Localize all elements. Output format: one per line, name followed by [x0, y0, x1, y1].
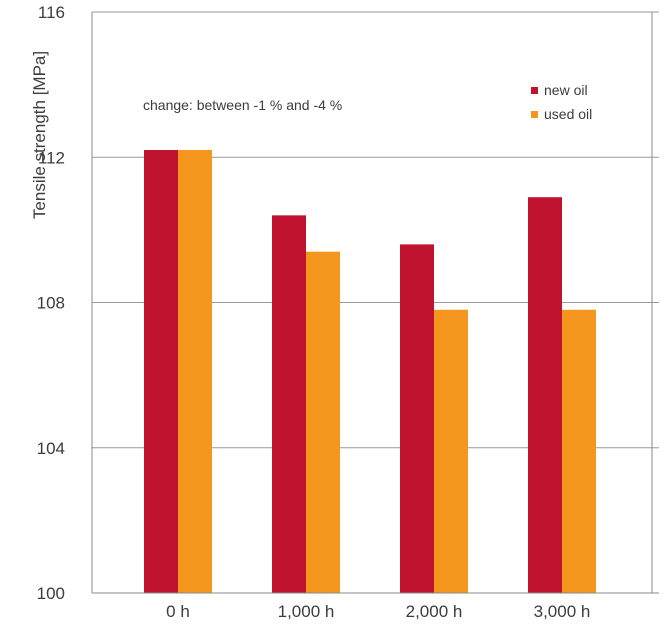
y-tick-label: 112: [38, 148, 65, 167]
tick-labels: 100 104 108 112 116 0 h 1,000 h 2,000 h 3,000 h: [37, 3, 591, 621]
bar-new-oil: [144, 149, 178, 594]
plot-frame: [91, 12, 659, 594]
bar-used-oil: [178, 149, 212, 594]
bar-new-oil: [272, 215, 306, 593]
bar-used-oil: [434, 309, 468, 593]
x-tick-label: 2,000 h: [406, 602, 463, 621]
y-axis-label: Tensile strength [MPa]: [30, 51, 49, 219]
x-tick-label: 0 h: [166, 602, 190, 621]
legend: new oil used oil: [531, 82, 592, 122]
bar-new-oil: [528, 197, 562, 593]
x-tick-label: 1,000 h: [278, 602, 335, 621]
y-tick-label: 116: [38, 3, 65, 22]
x-tick-label: 3,000 h: [534, 602, 591, 621]
bar-used-oil: [562, 309, 596, 593]
legend-label: used oil: [544, 106, 592, 122]
legend-swatch: [531, 111, 538, 118]
legend-swatch: [531, 87, 538, 94]
y-tick-label: 104: [37, 439, 65, 458]
bars: [144, 149, 596, 594]
bar-new-oil: [400, 244, 434, 593]
y-tick-label: 108: [37, 294, 65, 313]
bar-used-oil: [306, 251, 340, 593]
legend-label: new oil: [544, 82, 588, 98]
y-tick-label: 100: [37, 584, 65, 603]
change-annotation: change: between -1 % and -4 %: [143, 97, 342, 113]
